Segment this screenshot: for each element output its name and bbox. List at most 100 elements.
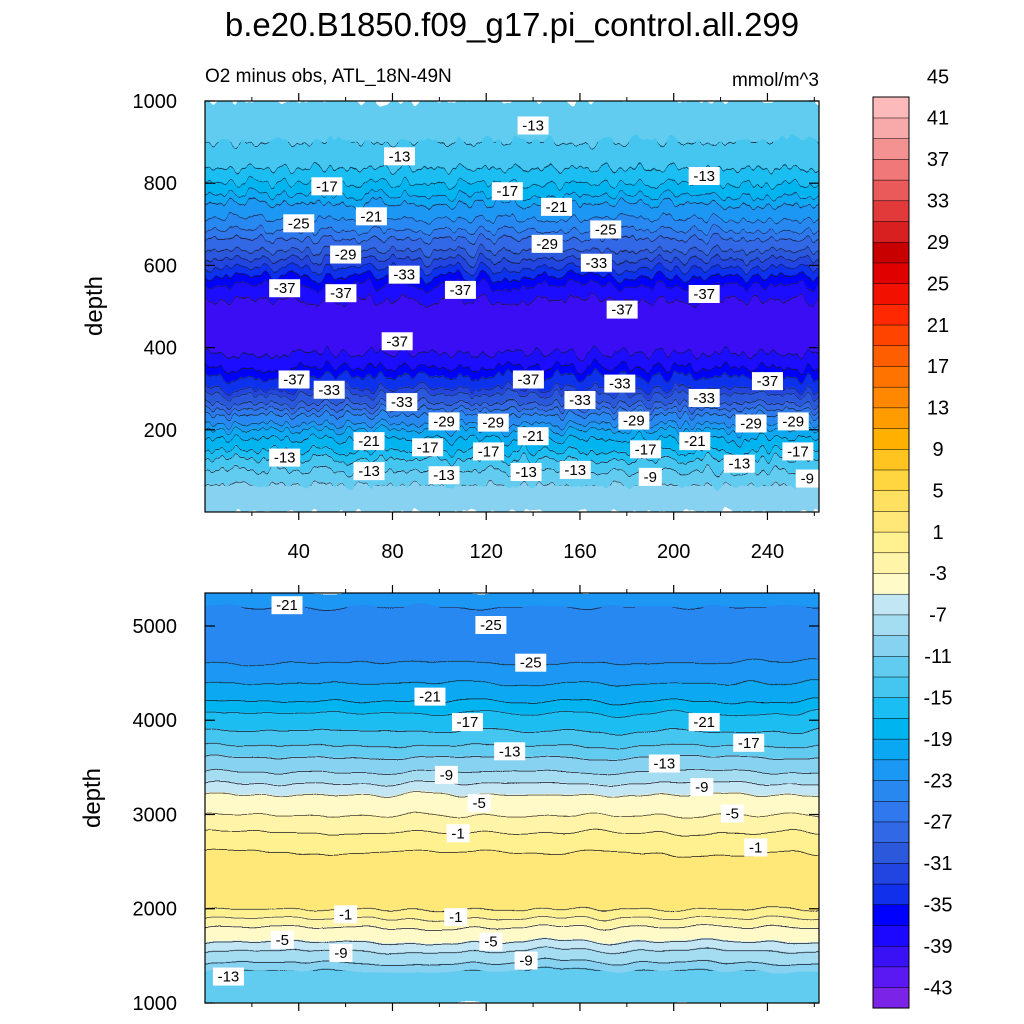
- svg-text:-29: -29: [335, 247, 357, 264]
- contour-band: [205, 149, 819, 155]
- contour-band: [205, 129, 819, 135]
- contour-band: [205, 317, 819, 323]
- contour-band: [205, 293, 819, 299]
- contour-band: [205, 849, 819, 855]
- svg-text:-13: -13: [274, 450, 296, 467]
- colorbar-swatch: [872, 469, 910, 491]
- colorbar-tick-label: 13: [927, 398, 949, 420]
- contour-band: [205, 802, 819, 808]
- contour-band: [205, 170, 819, 176]
- contour-band: [205, 123, 819, 129]
- contour-label: -17: [782, 442, 814, 461]
- contour-band: [205, 434, 819, 440]
- colorbar-swatch: [872, 614, 910, 636]
- contour-band: [205, 346, 819, 352]
- contour-band: [205, 302, 819, 308]
- svg-text:-29: -29: [782, 413, 804, 430]
- colorbar-swatch: [872, 407, 910, 429]
- contour-band: [205, 478, 819, 484]
- colorbar-tick-label: -11: [924, 646, 951, 668]
- colorbar-swatch: [872, 676, 910, 698]
- contour-band: [205, 229, 819, 235]
- contour-band: [205, 381, 819, 387]
- colorbar-swatch: [872, 945, 910, 968]
- contour-band: [205, 873, 819, 879]
- svg-text:-1: -1: [449, 909, 462, 926]
- contour-label: -5: [270, 930, 294, 949]
- colorbar-tick-label: -39: [924, 936, 953, 958]
- contour-band: [205, 240, 819, 246]
- contour-band: [205, 431, 819, 437]
- contour-band: [205, 881, 819, 887]
- contour-label: -5: [467, 794, 491, 813]
- svg-text:-9: -9: [519, 953, 532, 970]
- contour-band: [205, 972, 819, 978]
- contour-band: [205, 161, 819, 167]
- contour-label: -33: [580, 253, 612, 272]
- contour-band: [205, 855, 819, 861]
- svg-text:-37: -37: [274, 280, 296, 297]
- contour-label: -33: [688, 388, 720, 407]
- contour-band: [205, 817, 819, 823]
- colorbar-tick-label: -15: [924, 687, 953, 709]
- contour-label: -13: [723, 454, 755, 473]
- svg-text:-5: -5: [484, 934, 497, 951]
- contour-label: -21: [353, 432, 385, 451]
- contour-band: [205, 879, 819, 884]
- contour-label: -13: [648, 754, 680, 773]
- contour-band: [205, 402, 819, 408]
- svg-text:-33: -33: [391, 394, 413, 411]
- contour-band: [205, 788, 819, 794]
- contour-band: [205, 508, 819, 512]
- contour-band: [205, 449, 819, 455]
- contour-band: [205, 594, 819, 600]
- svg-text:-33: -33: [609, 376, 631, 393]
- colorbar-tick-label: -27: [924, 812, 953, 834]
- contour-band: [205, 852, 819, 858]
- contour-band: [205, 597, 819, 603]
- svg-text:-17: -17: [316, 178, 338, 195]
- contour-band: [205, 931, 819, 937]
- contour-band: [205, 428, 819, 434]
- contour-band: [205, 776, 819, 782]
- contour-label: -1: [444, 908, 468, 927]
- y-tick-label: 1000: [133, 993, 178, 1015]
- contour-band: [205, 164, 819, 170]
- colorbar-swatch: [872, 490, 910, 512]
- contour-band: [205, 934, 819, 940]
- svg-text:-37: -37: [518, 371, 540, 388]
- contour-band: [205, 838, 819, 843]
- colorbar-swatch: [872, 96, 910, 119]
- contour-label: -1: [334, 905, 358, 924]
- colorbar-tick-label: 33: [927, 191, 949, 213]
- contour-label: -9: [514, 951, 538, 970]
- contour-band: [205, 217, 819, 223]
- svg-text:-13: -13: [389, 148, 411, 165]
- contour-band: [205, 966, 819, 972]
- contour-band: [205, 630, 819, 635]
- contour-band: [205, 284, 819, 290]
- svg-text:-37: -37: [693, 286, 715, 303]
- bottom-panel-frame: [204, 592, 820, 1004]
- contour-band: [205, 481, 819, 487]
- contour-band: [205, 823, 819, 829]
- svg-text:-29: -29: [536, 236, 558, 253]
- top-panel-frame: [204, 100, 820, 513]
- svg-text:-13: -13: [522, 117, 544, 134]
- contour-band: [205, 361, 819, 367]
- contour-band: [205, 615, 819, 621]
- svg-text:-37: -37: [450, 282, 472, 299]
- contour-label: -21: [355, 207, 387, 226]
- colorbar-tick-label: -23: [924, 770, 953, 792]
- contour-band: [205, 720, 819, 726]
- contour-band: [205, 712, 819, 717]
- svg-text:-37: -37: [386, 333, 408, 350]
- contour-band: [205, 331, 819, 337]
- contour-band: [205, 349, 819, 355]
- contour-band: [205, 120, 819, 126]
- x-tick-label: 160: [563, 541, 596, 563]
- bottom-panel-axes: 1000 2000 3000 4000 5000: [133, 585, 819, 1015]
- contour-band: [205, 963, 819, 969]
- contour-band: [205, 296, 819, 302]
